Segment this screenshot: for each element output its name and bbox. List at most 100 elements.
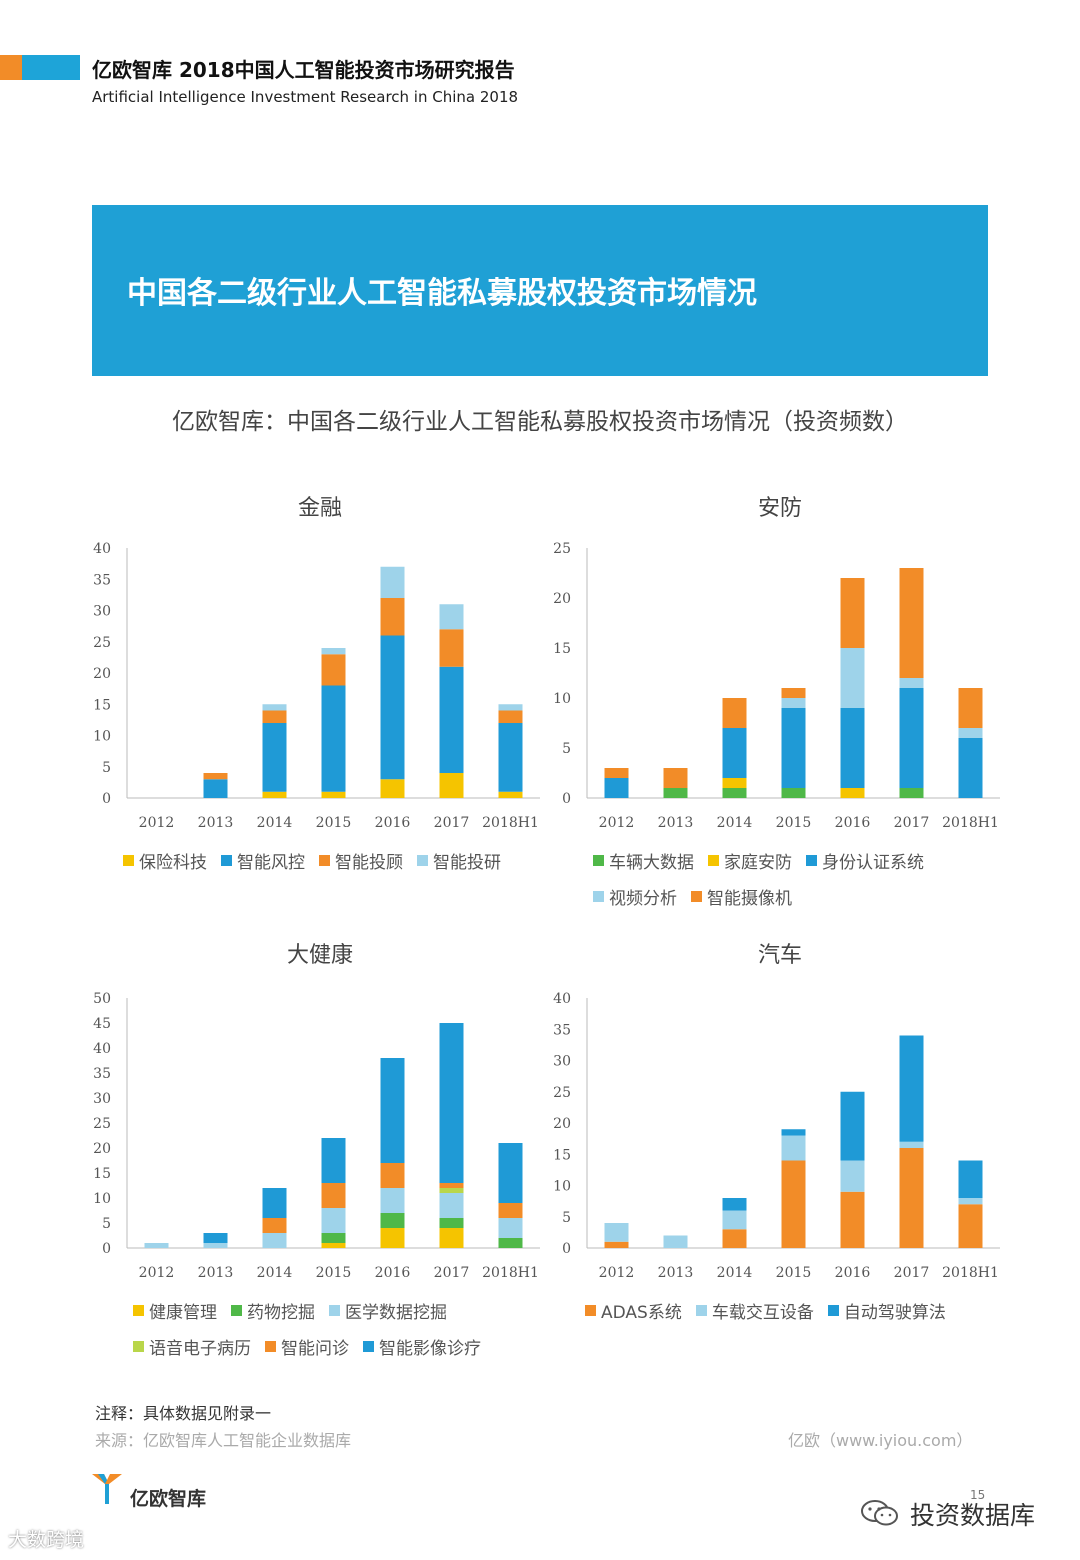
x-tick-label: 2018H1 [482,815,539,831]
y-tick-label: 5 [102,760,111,776]
chart-legend: 车辆大数据 家庭安防 身份认证系统视频分析 智能摄像机 [593,842,1013,914]
legend-item: 保险科技 [123,842,207,878]
chart-health: 大健康 0 5 10 15 20 25 30 35 40 45 50 2012 2013 2014 2015… [85,937,555,1377]
x-tick-label: 2016 [375,815,411,831]
x-tick-label: 2014 [257,1265,293,1281]
x-tick-label: 2017 [434,815,470,831]
bar-segment [498,704,523,711]
x-tick-label: 2015 [316,815,352,831]
bar-segment [203,1233,228,1243]
header-accent-orange [0,55,22,80]
y-tick-label: 20 [93,1141,111,1157]
bar-segment [722,788,747,798]
y-tick-label: 10 [553,691,571,707]
bar-segment [722,1210,747,1230]
bar-segment [262,704,287,711]
chart-legend: ADAS系统 车载交互设备 自动驾驶算法 [585,1292,1015,1328]
legend-item: 智能摄像机 [691,878,792,914]
legend-label: 视频分析 [609,888,677,909]
y-tick-label: 0 [102,791,111,807]
bar-segment [262,1233,287,1248]
legend-label: 药物挖掘 [247,1302,315,1323]
legend-item: 家庭安防 [708,842,792,878]
chart-legend: 保险科技 智能风控 智能投顾 智能投研 [123,842,563,878]
y-tick-label: 5 [102,1216,111,1232]
y-tick-label: 10 [553,1179,571,1195]
bar-segment [840,708,865,788]
legend-item: 智能影像诊疗 [363,1328,481,1364]
bar-segment [958,1160,983,1198]
watermark-text: 投资数据库 [910,1501,1036,1530]
logo-icon [92,1474,122,1504]
bar-segment [380,598,405,636]
site-url: 亿欧（www.iyiou.com） [788,1431,973,1450]
bar-segment [498,710,523,723]
legend-label: 智能投研 [433,852,501,873]
legend-label: 智能摄像机 [707,888,792,909]
y-tick-label: 15 [93,1166,111,1182]
bar-segment [498,723,523,792]
legend-item: ADAS系统 [585,1292,682,1328]
legend-label: 智能投顾 [335,852,403,873]
bar-segment [439,666,464,773]
bar-segment [663,768,688,788]
x-tick-label: 2012 [599,815,635,831]
report-title: 亿欧智库 2018中国人工智能投资市场研究报告 [92,58,515,82]
y-tick-label: 15 [553,641,571,657]
bar-segment [958,1198,983,1205]
legend-item: 智能问诊 [265,1328,349,1364]
bar-segment [380,566,405,598]
y-tick-label: 25 [553,1085,571,1101]
bar-segment [262,723,287,792]
bar-segment [262,1218,287,1233]
bar-segment [958,728,983,738]
bar-segment [262,1188,287,1218]
x-tick-label: 2012 [139,1265,175,1281]
legend-item: 语音电子病历 [133,1328,251,1364]
y-tick-label: 20 [553,1116,571,1132]
bar-segment [663,1235,688,1248]
y-tick-label: 40 [93,1041,111,1057]
chart-security: 安防 0 5 10 15 20 25 2012 2013 2014 2015 2016 2017 201… [545,490,1015,920]
legend-label: 自动驾驶算法 [843,1302,946,1323]
chart-title: 汽车 [757,943,802,968]
legend-swatch [585,1304,596,1316]
bar-segment [321,1138,346,1183]
legend-swatch [329,1304,340,1316]
bar-segment [840,1091,865,1161]
y-tick-label: 25 [553,541,571,557]
bar-segment [722,1198,747,1211]
bar-segment [321,648,346,655]
bar-segment [781,1160,806,1248]
legend-item: 自动驾驶算法 [827,1292,946,1328]
page-number: 15 [970,1488,986,1502]
bar-segment [439,604,464,630]
footnote: 注释：具体数据见附录一 [95,1404,272,1423]
legend-item: 智能投顾 [319,842,403,878]
bar-segment [498,1143,523,1203]
x-tick-label: 2015 [776,1265,812,1281]
bar-segment [321,685,346,792]
legend-label: 身份认证系统 [822,852,924,873]
chart-plot: 0 5 10 15 20 25 30 35 40 2012 2013 2014 2015 2016 2017… [553,991,1000,1281]
logo-text: 亿欧智库 [130,1488,207,1510]
y-tick-label: 0 [562,1241,571,1257]
bar-segment [498,1238,523,1248]
bar-segment [781,1135,806,1161]
legend-label: 保险科技 [139,852,207,873]
bar-segment [321,791,346,798]
bar-segment [380,1163,405,1188]
x-tick-label: 2013 [658,815,694,831]
legend-item: 医学数据挖掘 [329,1292,447,1328]
bar-segment [663,788,688,798]
x-tick-label: 2017 [434,1265,470,1281]
y-tick-label: 0 [102,1241,111,1257]
bar-segment [380,1213,405,1228]
y-tick-label: 25 [93,1116,111,1132]
legend-item: 车辆大数据 [593,842,694,878]
chart-plot: 0 5 10 15 20 25 30 35 40 45 50 2012 2013 2014 2015 2016… [93,991,540,1281]
legend-swatch [806,854,817,866]
legend-swatch [133,1340,144,1352]
legend-label: 智能问诊 [281,1338,349,1359]
bar-segment [380,1228,405,1248]
